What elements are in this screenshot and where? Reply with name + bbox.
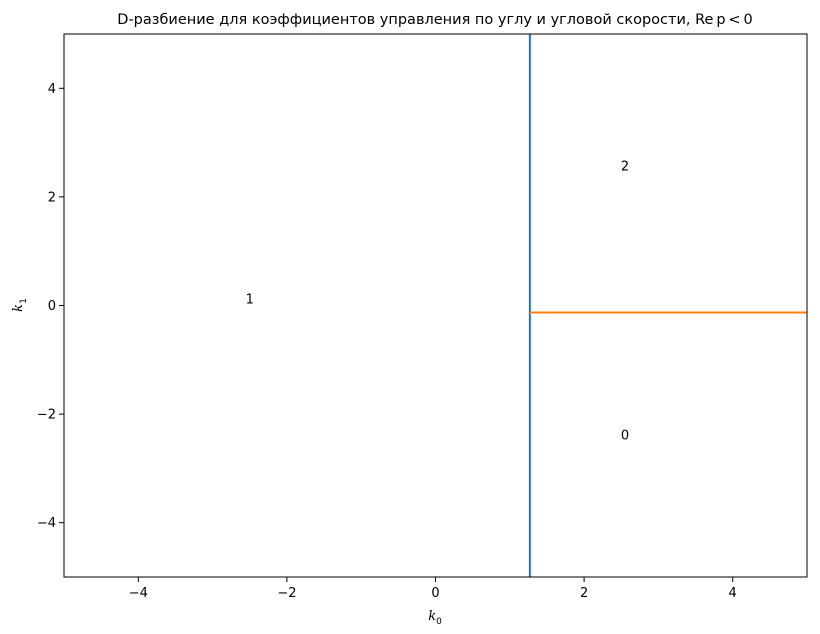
x-tick-label: 0 [431, 586, 439, 601]
plot-area: 1 2 0 [246, 34, 807, 577]
x-axis-label: k0 [428, 609, 442, 627]
y-tick-label: 4 [48, 82, 56, 97]
region-label-1: 1 [246, 293, 254, 308]
x-tick-label: 4 [729, 586, 737, 601]
x-axis-label-subscript: 0 [436, 617, 442, 627]
x-axis: −4 −2 0 2 4 [129, 577, 737, 601]
y-axis-label: k1 [11, 298, 29, 312]
chart-title: D-разбиение для коэффициентов управления… [117, 12, 752, 28]
x-tick-label: −2 [277, 586, 296, 601]
y-tick-label: −4 [37, 516, 56, 531]
y-tick-label: 0 [48, 299, 56, 314]
x-axis-label-symbol: k [428, 609, 436, 624]
y-tick-label: 2 [48, 190, 56, 205]
region-label-0: 0 [621, 428, 629, 443]
plot-frame [63, 33, 808, 578]
y-axis: −4 −2 0 2 4 [37, 82, 64, 531]
x-tick-label: −4 [129, 586, 148, 601]
x-tick-label: 2 [580, 586, 588, 601]
y-tick-label: −2 [37, 408, 56, 423]
y-axis-label-subscript: 1 [19, 298, 29, 304]
y-axis-label-symbol: k [11, 304, 26, 312]
region-label-2: 2 [621, 160, 629, 175]
